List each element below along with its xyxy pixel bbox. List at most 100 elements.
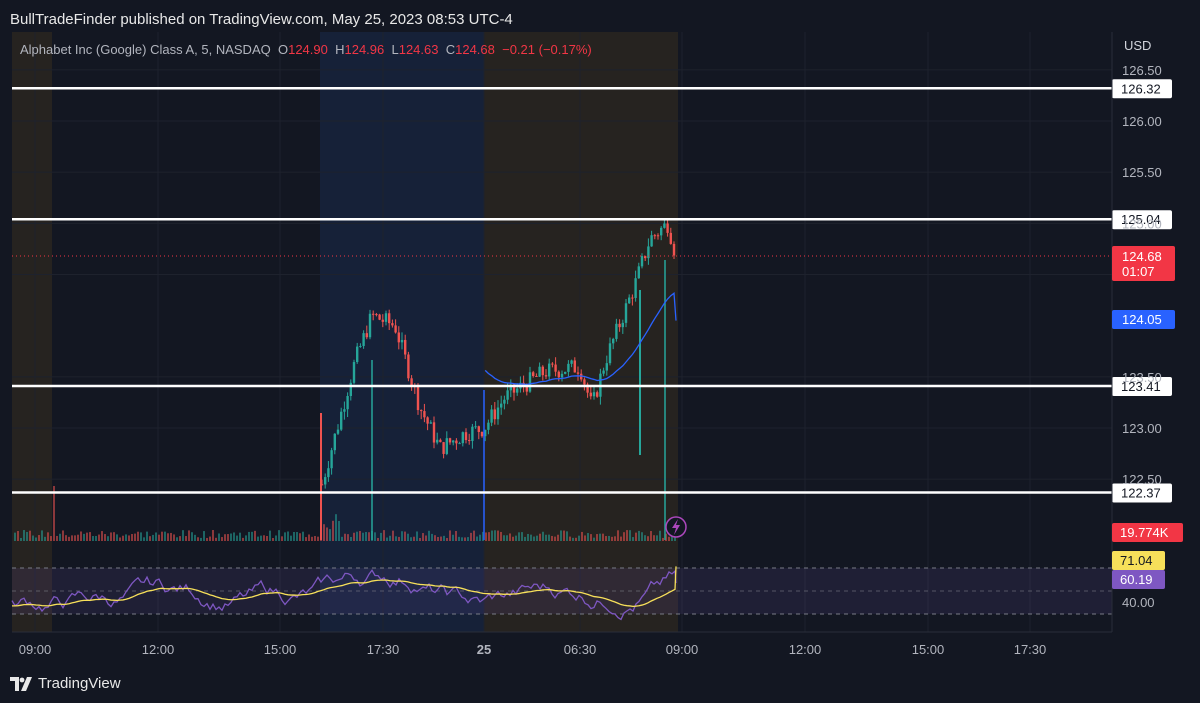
candle-body — [551, 363, 554, 365]
volume-bar — [323, 524, 325, 541]
price-tick: 126.00 — [1122, 114, 1162, 129]
candle-body — [330, 450, 333, 469]
candle-body — [512, 384, 516, 393]
volume-bar — [485, 532, 487, 541]
volume-bar — [110, 532, 112, 541]
volume-bar — [464, 537, 466, 541]
volume-bar — [401, 531, 403, 541]
time-axis[interactable]: 09:00 12:00 15:00 17:30 25 06:30 09:00 12:00 15:… — [19, 642, 1047, 657]
volume-bar — [614, 536, 616, 541]
open-value: 124.90 — [288, 42, 328, 57]
candle-body — [381, 319, 384, 322]
volume-bar — [605, 536, 607, 541]
volume-bar — [44, 536, 46, 541]
volume-bar — [452, 534, 454, 541]
volume-bar — [308, 534, 310, 541]
volume-bar — [593, 537, 595, 541]
price-tick: 125.00 — [1122, 216, 1162, 231]
volume-bar — [668, 536, 670, 541]
candle-body — [525, 386, 528, 392]
candle-body — [624, 303, 628, 323]
price-tick: 126.50 — [1122, 63, 1162, 78]
candle-body — [333, 433, 336, 451]
candle-body — [576, 372, 580, 374]
candle-body — [653, 235, 656, 237]
volume-bar — [566, 531, 568, 541]
volume-bar — [428, 530, 430, 541]
volume-bar — [560, 530, 562, 541]
volume-bar — [467, 537, 469, 541]
candle-body — [391, 323, 394, 326]
level-badge — [1112, 210, 1172, 230]
volume-bar — [122, 535, 124, 541]
candle-body — [650, 235, 653, 247]
candle-body — [468, 440, 471, 442]
tradingview-brand[interactable]: TradingView — [10, 675, 121, 692]
volume-bar — [416, 531, 418, 541]
volume-bar — [443, 535, 445, 541]
volume-bar — [71, 535, 73, 541]
volume-bar — [26, 531, 28, 541]
candle-body — [458, 443, 461, 445]
volume-bar — [218, 533, 220, 541]
candle-body — [340, 411, 343, 430]
volume-bar — [422, 533, 424, 541]
symbol-name: Alphabet Inc (Google) Class A, 5, NASDAQ — [20, 42, 271, 57]
candle-body — [516, 388, 519, 393]
volume-bar — [578, 535, 580, 541]
volume-bar — [347, 534, 349, 541]
support-resistance-levels[interactable]: 126.32 125.04 123.41 122.37 — [12, 79, 1172, 503]
volume-bar — [197, 537, 199, 541]
volume-bar — [353, 532, 355, 541]
candle-body — [343, 409, 346, 412]
candle-body — [410, 378, 413, 386]
currency-label[interactable]: USD — [1124, 38, 1152, 53]
ema-value: 124.05 — [1122, 312, 1162, 327]
volume-bar — [659, 530, 661, 541]
volume-bar — [155, 532, 157, 541]
volume-bar — [446, 537, 448, 541]
volume-bar — [611, 536, 613, 541]
volume-bar — [206, 537, 208, 541]
volume-bar — [491, 530, 493, 541]
volume-bar — [266, 536, 268, 541]
volume-bar — [275, 535, 277, 541]
volume-bar — [89, 532, 91, 541]
symbol-legend: Alphabet Inc (Google) Class A, 5, NASDAQ… — [20, 42, 592, 57]
candle-body — [548, 363, 551, 377]
volume-bar — [137, 531, 139, 541]
candle-body — [669, 232, 672, 244]
candle-body — [634, 278, 637, 298]
volume-bar — [389, 535, 391, 541]
volume-bar — [29, 530, 31, 541]
volume-bar — [551, 535, 553, 541]
volume-bar — [626, 530, 628, 541]
volume-bar — [200, 537, 202, 541]
candle-body — [439, 439, 442, 443]
volume-bar — [65, 535, 67, 541]
volume-bar — [374, 532, 376, 541]
volume-bar — [503, 535, 505, 541]
candle-body — [397, 332, 400, 343]
volume-bar — [77, 534, 79, 541]
lightning-alert-icon[interactable] — [665, 516, 687, 538]
volume-bar — [239, 532, 241, 541]
volume-bar — [203, 531, 205, 541]
volume-bar — [629, 530, 631, 541]
volume-bar — [536, 535, 538, 541]
volume-bar — [293, 531, 295, 541]
volume-bar — [539, 533, 541, 541]
volume-bar — [260, 535, 262, 541]
volume-bar — [41, 530, 43, 541]
candle-body — [336, 429, 340, 434]
candle-body — [663, 223, 666, 228]
volume-bar — [437, 537, 439, 541]
volume-bar — [365, 531, 367, 541]
candle-body — [375, 314, 378, 316]
candle-body — [394, 325, 397, 333]
ema-badge: 124.05 — [1112, 310, 1175, 329]
candle-body — [560, 373, 564, 378]
volume-bar — [563, 530, 565, 541]
volume-bar — [533, 536, 535, 541]
